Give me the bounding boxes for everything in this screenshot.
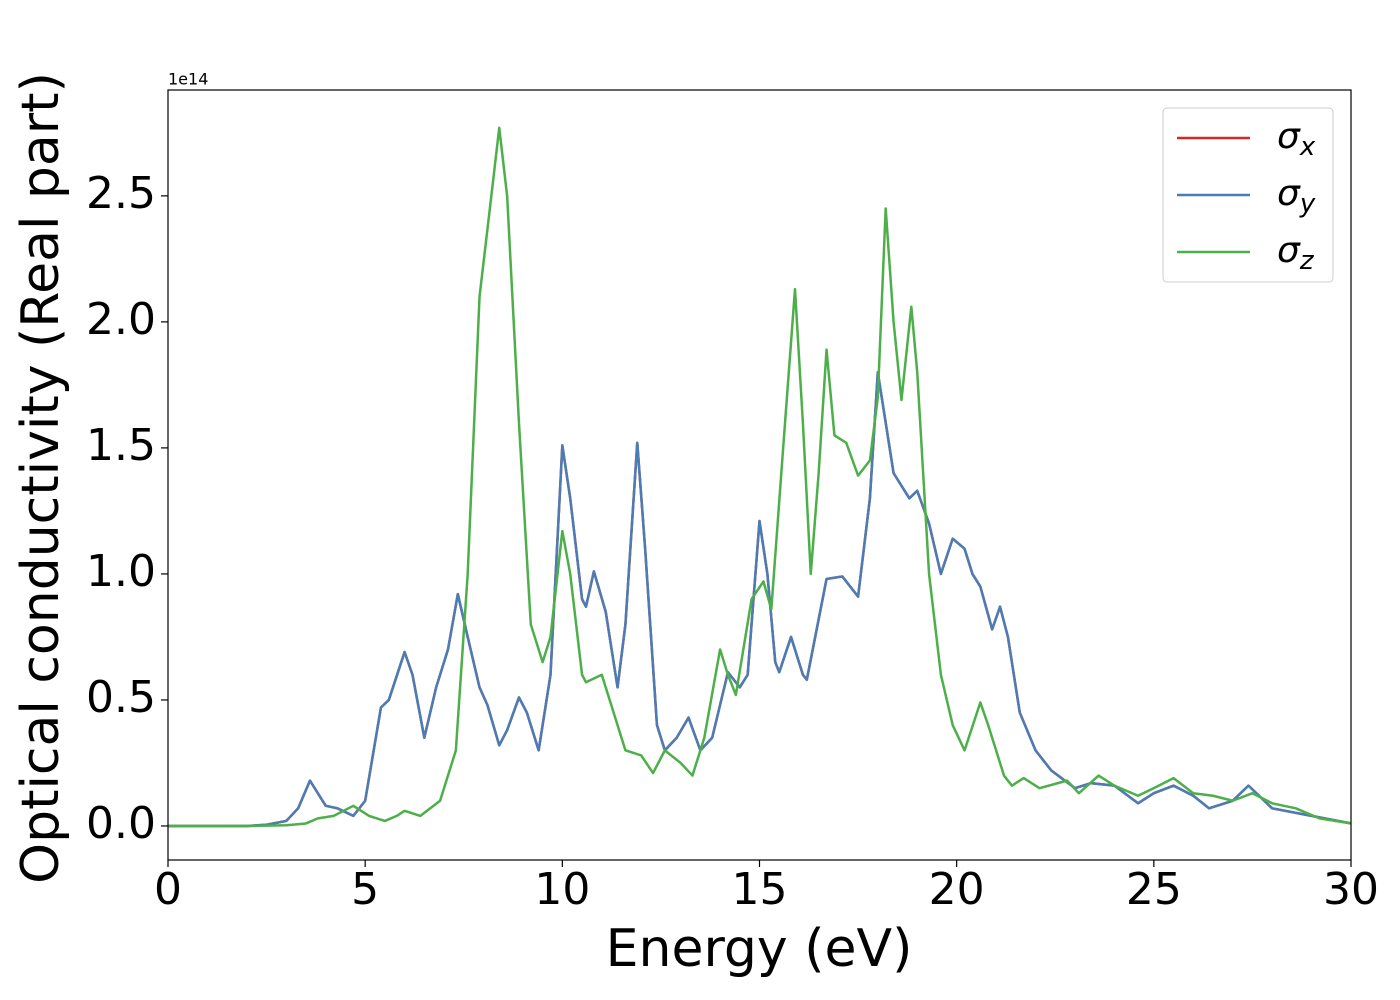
x-tick-label: 5 <box>351 864 379 915</box>
y-offset-label: 1e14 <box>168 70 208 89</box>
y-tick-label: 0.0 <box>86 798 156 849</box>
x-tick-label: 30 <box>1323 864 1379 915</box>
series-line <box>168 371 1351 828</box>
y-tick-label: 0.5 <box>86 672 156 723</box>
y-tick-label: 2.5 <box>86 168 156 219</box>
series-line <box>168 126 1351 828</box>
series-line <box>168 371 1351 828</box>
y-tick-label: 1.0 <box>86 546 156 597</box>
y-tick-label: 1.5 <box>86 420 156 471</box>
x-tick-label: 25 <box>1126 864 1182 915</box>
x-tick-label: 10 <box>534 864 590 915</box>
x-tick-label: 20 <box>929 864 985 915</box>
x-axis-label: Energy (eV) <box>606 919 913 979</box>
x-tick-label: 0 <box>154 864 182 915</box>
plot-frame <box>167 89 1352 861</box>
x-tick-label: 15 <box>732 864 788 915</box>
y-tick-label: 2.0 <box>86 294 156 345</box>
y-axis-label: Optical conductivity (Real part) <box>11 72 71 884</box>
